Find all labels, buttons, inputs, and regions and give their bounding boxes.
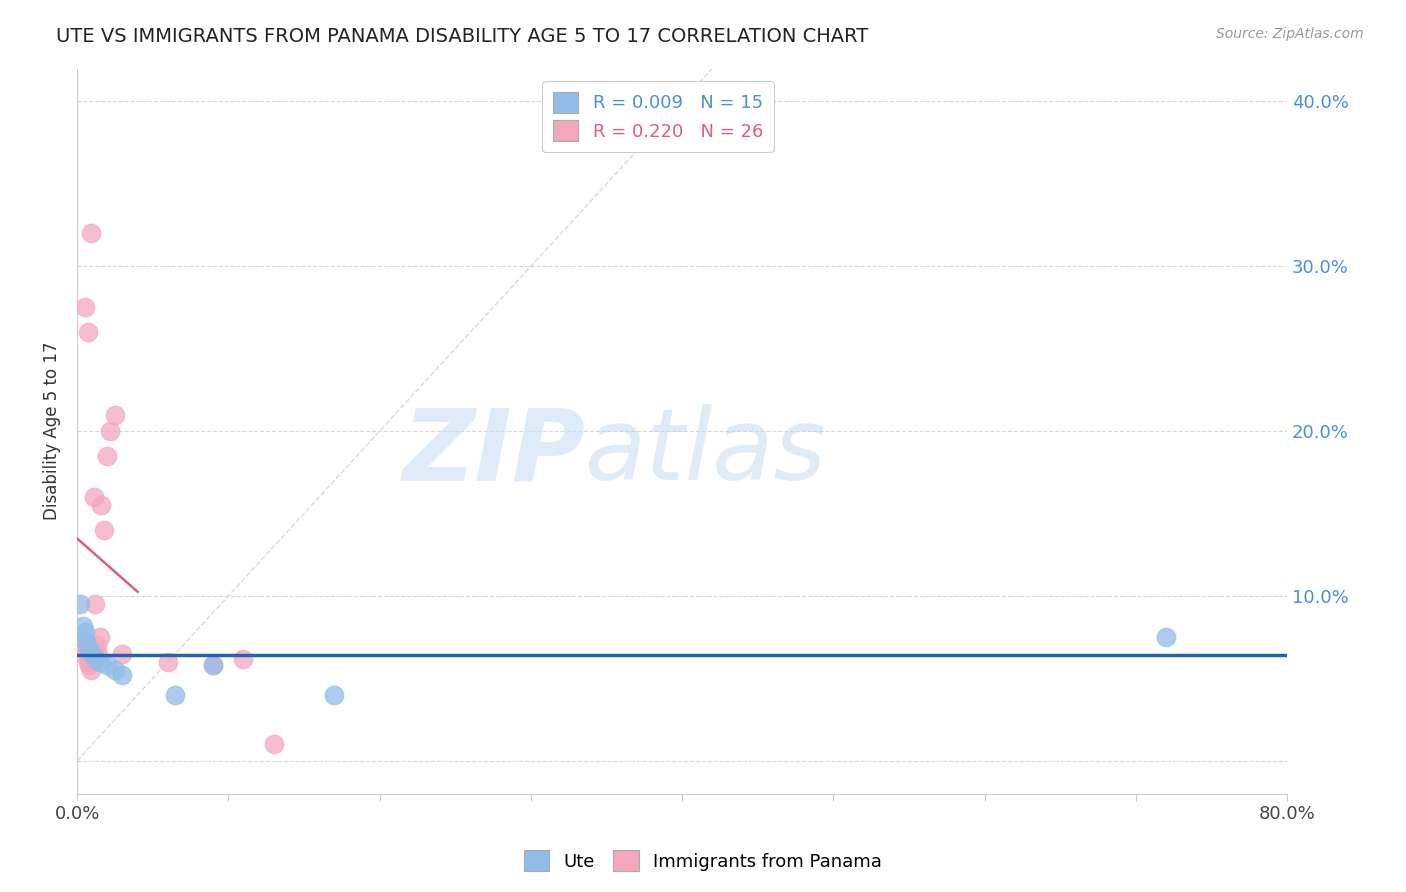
Point: [87, 647, 110, 661]
Legend: Ute, Immigrants from Panama: Ute, Immigrants from Panama: [517, 843, 889, 879]
Point: [69, 597, 91, 611]
Point: [84, 651, 107, 665]
Point: [75, 635, 97, 649]
Point: [76, 655, 98, 669]
Point: [104, 408, 127, 422]
Point: [80, 227, 103, 241]
Legend: R = 0.009   N = 15, R = 0.220   N = 26: R = 0.009 N = 15, R = 0.220 N = 26: [541, 81, 773, 152]
Point: [1154, 630, 1177, 644]
Point: [83, 490, 105, 504]
Point: [89, 630, 111, 644]
Point: [111, 647, 134, 661]
Point: [84, 597, 107, 611]
Point: [90, 498, 112, 512]
Point: [73, 301, 96, 315]
Point: [89, 655, 111, 669]
Text: ZIP: ZIP: [402, 404, 585, 501]
Text: atlas: atlas: [585, 404, 827, 501]
Point: [232, 651, 254, 665]
Point: [76, 325, 98, 339]
Point: [73, 625, 96, 640]
Point: [156, 655, 179, 669]
Point: [202, 658, 225, 673]
Point: [73, 641, 96, 656]
Point: [98, 424, 121, 438]
Point: [77, 658, 100, 673]
Point: [93, 523, 115, 537]
Point: [82, 647, 104, 661]
Point: [80, 663, 103, 677]
Point: [323, 688, 346, 702]
Point: [86, 638, 108, 652]
Point: [104, 663, 127, 677]
Point: [165, 688, 187, 702]
Point: [263, 737, 285, 751]
Text: Source: ZipAtlas.com: Source: ZipAtlas.com: [1216, 27, 1364, 41]
Point: [96, 658, 118, 673]
Point: [77, 641, 100, 656]
Text: UTE VS IMMIGRANTS FROM PANAMA DISABILITY AGE 5 TO 17 CORRELATION CHART: UTE VS IMMIGRANTS FROM PANAMA DISABILITY…: [56, 27, 869, 45]
Point: [72, 618, 94, 632]
Y-axis label: Disability Age 5 to 17: Disability Age 5 to 17: [44, 342, 60, 520]
Point: [111, 668, 134, 682]
Point: [96, 449, 118, 463]
Point: [75, 635, 97, 649]
Point: [72, 647, 94, 661]
Point: [82, 655, 104, 669]
Point: [202, 658, 225, 673]
Point: [70, 638, 93, 652]
